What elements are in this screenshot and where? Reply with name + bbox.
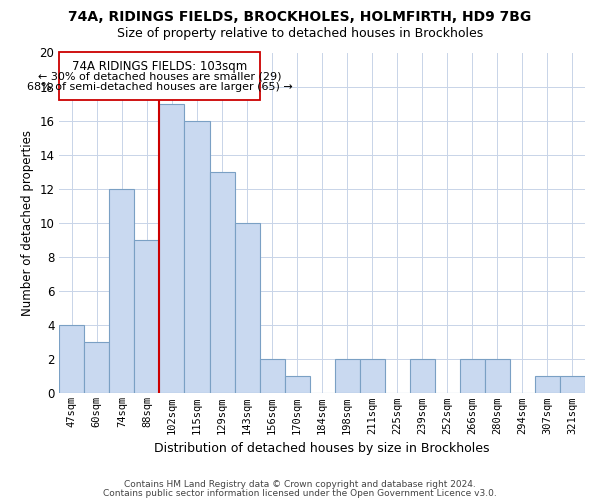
Text: Contains public sector information licensed under the Open Government Licence v3: Contains public sector information licen… xyxy=(103,490,497,498)
Bar xyxy=(284,376,310,394)
Bar xyxy=(485,360,510,394)
Bar xyxy=(410,360,435,394)
Bar xyxy=(59,52,260,100)
Bar xyxy=(134,240,160,394)
Text: 74A, RIDINGS FIELDS, BROCKHOLES, HOLMFIRTH, HD9 7BG: 74A, RIDINGS FIELDS, BROCKHOLES, HOLMFIR… xyxy=(68,10,532,24)
Bar xyxy=(360,360,385,394)
X-axis label: Distribution of detached houses by size in Brockholes: Distribution of detached houses by size … xyxy=(154,442,490,455)
Bar xyxy=(209,172,235,394)
Bar xyxy=(85,342,109,394)
Bar xyxy=(59,325,85,394)
Bar xyxy=(560,376,585,394)
Text: 68% of semi-detached houses are larger (65) →: 68% of semi-detached houses are larger (… xyxy=(26,82,292,92)
Bar xyxy=(109,189,134,394)
Bar xyxy=(235,223,260,394)
Text: Size of property relative to detached houses in Brockholes: Size of property relative to detached ho… xyxy=(117,28,483,40)
Bar xyxy=(260,360,284,394)
Text: ← 30% of detached houses are smaller (29): ← 30% of detached houses are smaller (29… xyxy=(38,71,281,81)
Y-axis label: Number of detached properties: Number of detached properties xyxy=(21,130,34,316)
Bar xyxy=(160,104,184,394)
Bar xyxy=(335,360,360,394)
Bar xyxy=(460,360,485,394)
Bar xyxy=(184,120,209,394)
Text: 74A RIDINGS FIELDS: 103sqm: 74A RIDINGS FIELDS: 103sqm xyxy=(72,60,247,73)
Text: Contains HM Land Registry data © Crown copyright and database right 2024.: Contains HM Land Registry data © Crown c… xyxy=(124,480,476,489)
Bar xyxy=(535,376,560,394)
